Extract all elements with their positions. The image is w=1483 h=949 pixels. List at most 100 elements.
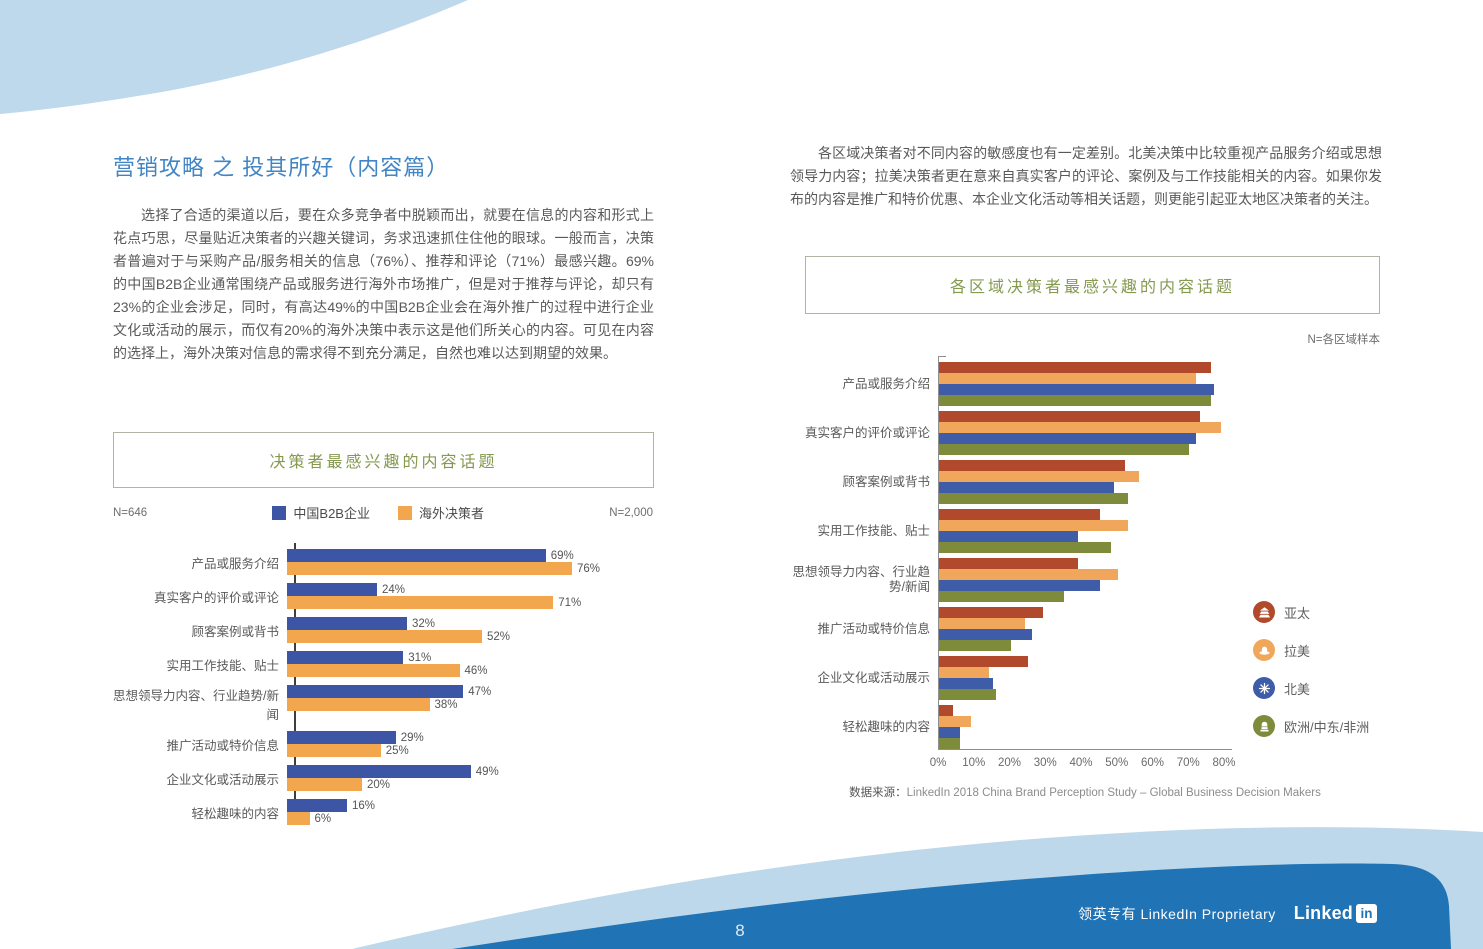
page-number: 8 xyxy=(735,921,745,940)
left-bar-chart: 产品或服务介绍 69% 76% 真实客户的评价或评论 24% 71% 顾客案例或背书 32% 5… xyxy=(113,549,658,833)
bar xyxy=(939,542,1111,553)
linkedin-in-badge-icon: in xyxy=(1356,904,1377,923)
bar xyxy=(939,433,1197,444)
bar-line: 29% xyxy=(287,731,647,744)
left-chart-y-axis xyxy=(294,543,296,821)
bar-line: 47% xyxy=(287,685,647,698)
bar xyxy=(287,812,310,825)
bar xyxy=(287,731,396,744)
bar-value-label: 46% xyxy=(464,664,488,677)
category-label: 真实客户的评价或评论 xyxy=(804,425,930,440)
legend-icon-circle xyxy=(1253,677,1275,699)
bar-line xyxy=(939,509,1239,520)
bar-line: 69% xyxy=(287,549,647,562)
bar-value-label: 31% xyxy=(408,651,432,664)
row-plot xyxy=(939,509,1239,553)
legend-label: 中国B2B企业 xyxy=(293,506,370,521)
right-chart-x-tick-labels: 0% 10% 20% 30% 40% 50% 60% 70% 80% xyxy=(790,757,1380,773)
bar-value-label: 52% xyxy=(487,630,511,643)
chart-row: 实用工作技能、贴士 xyxy=(790,509,1250,553)
bar xyxy=(287,617,407,630)
legend-swatch xyxy=(397,505,412,520)
bar-line: 49% xyxy=(287,765,647,778)
bar xyxy=(939,384,1215,395)
category-label: 产品或服务介绍 xyxy=(191,556,279,571)
legend-label: 海外决策者 xyxy=(418,506,484,521)
row-plot xyxy=(939,558,1239,602)
right-chart-x-axis xyxy=(938,749,1232,750)
x-tick-label: 20% xyxy=(997,757,1022,769)
row-plot: 29% 25% xyxy=(287,731,647,757)
category-label: 实用工作技能、贴士 xyxy=(817,523,930,538)
category-label: 企业文化或活动展示 xyxy=(166,772,279,787)
row-plot xyxy=(939,607,1239,651)
legend-swatch xyxy=(272,505,287,520)
bar-line xyxy=(939,444,1239,455)
bar-line xyxy=(939,569,1239,580)
row-plot: 31% 46% xyxy=(287,651,647,677)
x-tick-label: 10% xyxy=(962,757,986,769)
bar xyxy=(939,411,1200,422)
bar-line: 32% xyxy=(287,617,647,630)
category-label: 顾客案例或背书 xyxy=(842,474,930,489)
bar-line xyxy=(939,471,1239,482)
bar xyxy=(939,689,997,700)
bar-line xyxy=(939,705,1239,716)
bar-line xyxy=(939,542,1239,553)
legend-item: 海外决策者 xyxy=(397,503,484,522)
chart-row: 推广活动或特价信息 29% 25% xyxy=(113,731,658,757)
legend-label: 拉美 xyxy=(1284,643,1311,659)
bar xyxy=(939,705,954,716)
category-label: 真实客户的评价或评论 xyxy=(153,590,279,605)
legend-label: 欧洲/中东/非洲 xyxy=(1284,719,1370,735)
x-tick-label: 30% xyxy=(1033,757,1057,769)
linkedin-logo-word: Linked xyxy=(1293,903,1353,923)
legend-item: 北美 xyxy=(1253,676,1369,700)
chart-row: 轻松趣味的内容 xyxy=(790,705,1250,749)
bar xyxy=(939,678,993,689)
legend-label: 北美 xyxy=(1284,681,1311,697)
bar xyxy=(939,738,961,749)
bar-line xyxy=(939,738,1239,749)
row-plot: 47% 38% xyxy=(287,685,647,723)
right-chart-title: 各区域决策者最感兴趣的内容话题 xyxy=(949,279,1235,296)
bar xyxy=(939,444,1190,455)
category-label: 轻松趣味的内容 xyxy=(191,806,279,821)
bar-line xyxy=(939,591,1239,602)
legend-label: 亚太 xyxy=(1284,605,1311,621)
chart-row: 思想领导力内容、行业趋势/新闻 47% 38% xyxy=(113,685,658,723)
bar-line xyxy=(939,411,1239,422)
bar-line xyxy=(939,656,1239,667)
bar-line xyxy=(939,493,1239,504)
bar-value-label: 49% xyxy=(475,765,499,778)
row-plot: 49% 20% xyxy=(287,765,647,791)
chart-row: 推广活动或特价信息 xyxy=(790,607,1250,651)
x-tick-label: 70% xyxy=(1176,757,1200,769)
bar-value-label: 6% xyxy=(314,812,332,825)
legend-item: 亚太 xyxy=(1253,600,1369,624)
x-tick-label: 40% xyxy=(1069,757,1093,769)
bar xyxy=(939,509,1100,520)
bar xyxy=(287,583,377,596)
bar-line xyxy=(939,460,1239,471)
footer-brand: 领英专有 LinkedIn Proprietary Linked in xyxy=(1078,903,1377,924)
left-chart-title: 决策者最感兴趣的内容话题 xyxy=(269,454,498,471)
bar xyxy=(287,744,381,757)
row-plot: 24% 71% xyxy=(287,583,647,609)
bar-line xyxy=(939,433,1239,444)
page-title: 营销攻略 之 投其所好（内容篇） xyxy=(113,155,450,180)
bar xyxy=(939,395,1211,406)
bar-line: 46% xyxy=(287,664,647,677)
left-chart-legend: 中国B2B企业 海外决策者 xyxy=(272,503,484,522)
bar-line: 25% xyxy=(287,744,647,757)
bar-value-label: 71% xyxy=(558,596,582,609)
chart-row: 真实客户的评价或评论 xyxy=(790,411,1250,455)
proprietary-text: 领英专有 LinkedIn Proprietary xyxy=(1078,905,1276,922)
left-chart-title-box: 决策者最感兴趣的内容话题 xyxy=(113,432,654,488)
left-sample-size: N=646 xyxy=(113,506,148,519)
bar xyxy=(287,698,430,711)
bar xyxy=(939,482,1115,493)
data-source-line: 数据来源：LinkedIn 2018 China Brand Perceptio… xyxy=(790,784,1380,800)
bar xyxy=(939,569,1118,580)
x-tick-label: 60% xyxy=(1140,757,1165,769)
